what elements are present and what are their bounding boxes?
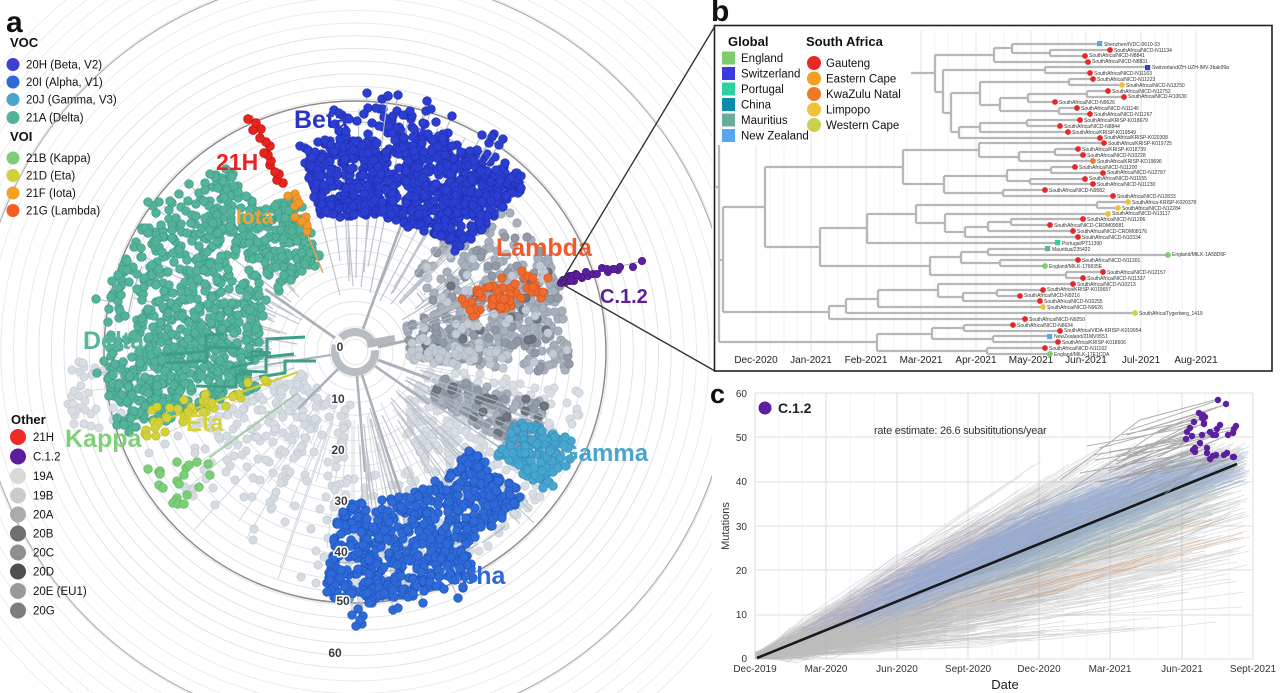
svg-text:England/MILK-17E1CDA: England/MILK-17E1CDA [1054,352,1110,358]
svg-text:Limpopo: Limpopo [826,105,870,117]
svg-text:Iota: Iota [236,206,274,229]
svg-text:Date: Date [991,677,1018,692]
svg-text:Apr-2021: Apr-2021 [955,355,997,366]
svg-text:Gamma: Gamma [560,440,649,467]
svg-text:SouthAfrica/NICD-N8831: SouthAfrica/NICD-N8831 [1092,59,1148,65]
svg-text:Gauteng: Gauteng [826,58,870,70]
svg-text:Mauritius: Mauritius [741,115,788,127]
svg-text:England/MILK-176835E: England/MILK-176835E [1049,264,1103,270]
svg-text:10: 10 [331,392,345,406]
svg-text:Mar-2020: Mar-2020 [805,664,848,675]
svg-text:Aug-2021: Aug-2021 [1174,355,1218,366]
svg-text:C.1.2: C.1.2 [33,452,61,464]
svg-text:SouthAfrica/NICD-R10630: SouthAfrica/NICD-R10630 [1128,94,1187,100]
svg-text:20: 20 [736,566,748,577]
svg-text:40: 40 [736,477,748,488]
svg-text:19A: 19A [33,471,54,483]
svg-text:20C: 20C [33,548,54,560]
svg-text:C.1.2: C.1.2 [778,400,812,416]
svg-text:Jan-2021: Jan-2021 [790,355,832,366]
svg-text:60: 60 [328,646,342,660]
svg-text:Dec-2020: Dec-2020 [734,355,778,366]
svg-text:Sept-2020: Sept-2020 [945,664,992,675]
svg-text:Western Cape: Western Cape [826,120,899,132]
svg-text:C.1.2: C.1.2 [600,286,648,308]
svg-text:South Africa: South Africa [806,34,884,49]
svg-text:30: 30 [736,522,748,533]
svg-text:Mar-2021: Mar-2021 [900,355,943,366]
svg-text:Jun-2020: Jun-2020 [876,664,918,675]
svg-text:c: c [710,379,725,409]
svg-text:SouthAfrica/NICD-N11230: SouthAfrica/NICD-N11230 [1097,182,1155,188]
svg-text:20: 20 [331,443,345,457]
svg-text:Portugal: Portugal [741,84,784,96]
svg-text:Eta: Eta [186,410,224,437]
svg-text:20G: 20G [33,606,55,618]
svg-text:China: China [741,100,772,112]
svg-text:SouthAfrica/NICD-N9626: SouthAfrica/NICD-N9626 [1047,305,1103,311]
svg-text:Beta: Beta [294,106,349,134]
svg-text:Dec-2019: Dec-2019 [733,664,777,675]
svg-text:Mar-2021: Mar-2021 [1089,664,1132,675]
svg-text:VOC: VOC [10,35,39,50]
svg-text:50: 50 [336,594,350,608]
svg-text:19B: 19B [33,491,54,503]
svg-text:60: 60 [736,389,748,400]
svg-text:Eastern Cape: Eastern Cape [826,74,896,86]
svg-text:20A: 20A [33,510,54,522]
svg-text:Global: Global [728,34,768,49]
svg-text:21A (Delta): 21A (Delta) [26,113,84,125]
svg-text:Switzerland/ZH-UZH-IMV-3bak99a: Switzerland/ZH-UZH-IMV-3bak99a [1152,65,1229,71]
svg-text:21H: 21H [33,432,54,444]
svg-text:21B (Kappa): 21B (Kappa) [26,153,91,165]
svg-text:Delta: Delta [83,327,145,355]
svg-text:May-2021: May-2021 [1009,355,1054,366]
svg-text:England: England [741,53,783,65]
svg-text:21G (Lambda): 21G (Lambda) [26,206,100,218]
svg-text:20I (Alpha, V1): 20I (Alpha, V1) [26,77,103,89]
svg-text:England/MILK-1A58D6F: England/MILK-1A58D6F [1172,252,1226,258]
svg-text:Alpha: Alpha [436,562,507,590]
svg-text:Switzerland: Switzerland [741,69,800,81]
svg-text:0: 0 [337,340,344,354]
svg-text:rate estimate: 26.6 subsititut: rate estimate: 26.6 subsititutions/year [874,425,1047,437]
svg-text:Mutations: Mutations [720,502,732,550]
svg-text:Mauritius/235422: Mauritius/235422 [1052,247,1091,253]
svg-text:21F (Iota): 21F (Iota) [26,188,76,200]
svg-text:20D: 20D [33,567,54,579]
svg-text:Dec-2020: Dec-2020 [1017,664,1061,675]
svg-text:Jul-2021: Jul-2021 [1122,355,1161,366]
svg-text:SouthAfrica/Tygerberg_1419: SouthAfrica/Tygerberg_1419 [1139,311,1203,317]
svg-text:20E (EU1): 20E (EU1) [33,586,87,598]
svg-text:New Zealand: New Zealand [741,131,809,143]
svg-text:KwaZulu Natal: KwaZulu Natal [826,89,901,101]
svg-text:Lambda: Lambda [496,234,593,262]
svg-text:20J (Gamma, V3): 20J (Gamma, V3) [26,95,117,107]
svg-text:21D (Eta): 21D (Eta) [26,171,75,183]
svg-text:40: 40 [334,545,348,559]
svg-text:Kappa: Kappa [65,425,143,453]
svg-text:50: 50 [736,433,748,444]
svg-text:VOI: VOI [10,129,32,144]
svg-text:20H (Beta, V2): 20H (Beta, V2) [26,60,102,72]
svg-text:Jun-2021: Jun-2021 [1161,664,1203,675]
svg-text:b: b [711,0,729,28]
svg-text:20B: 20B [33,529,54,541]
svg-text:Sept-2021: Sept-2021 [1230,664,1277,675]
svg-text:10: 10 [736,610,748,621]
svg-text:SouthAfrica/NICD-N9582: SouthAfrica/NICD-N9582 [1049,188,1105,194]
svg-text:Other: Other [11,412,46,427]
svg-text:21H: 21H [216,149,258,175]
svg-text:30: 30 [334,494,348,508]
svg-text:Feb-2021: Feb-2021 [845,355,888,366]
